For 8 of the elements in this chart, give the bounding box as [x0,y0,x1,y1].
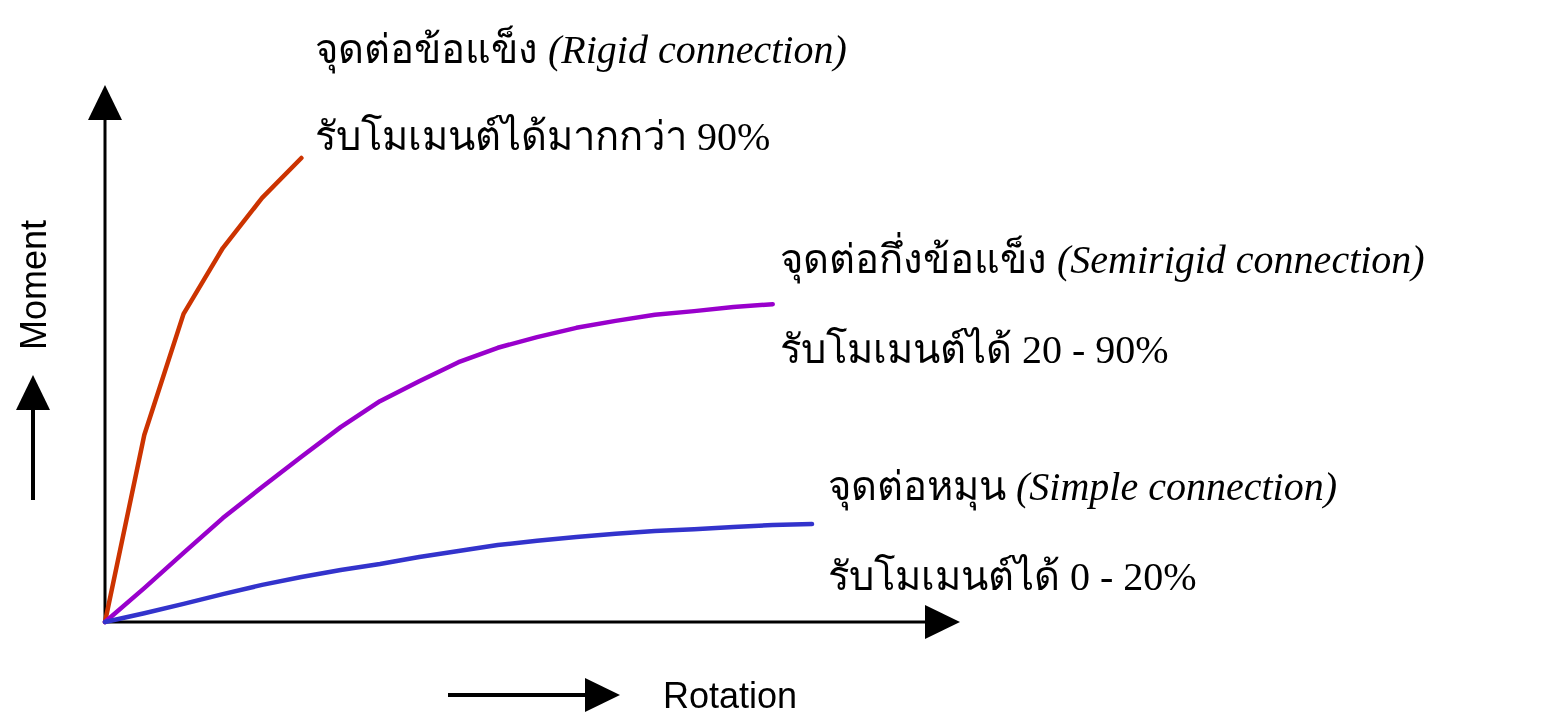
series-label: จุดต่อหมุน (Simple connection) [828,464,1337,511]
annotation: รับโมเมนต์ได้มากกว่า 90% [315,114,771,159]
annotation: รับโมเมนต์ได้ 20 - 90% [780,327,1169,372]
series-label: จุดต่อกึ่งข้อแข็ง (Semirigid connection) [780,232,1425,284]
x-axis-title: Rotation [663,675,798,715]
y-axis-title: Moment [13,219,54,350]
text: จุดต่อข้อแข็ง (Rigid connection) [315,25,847,74]
annotation: รับโมเมนต์ได้ 0 - 20% [828,554,1197,599]
